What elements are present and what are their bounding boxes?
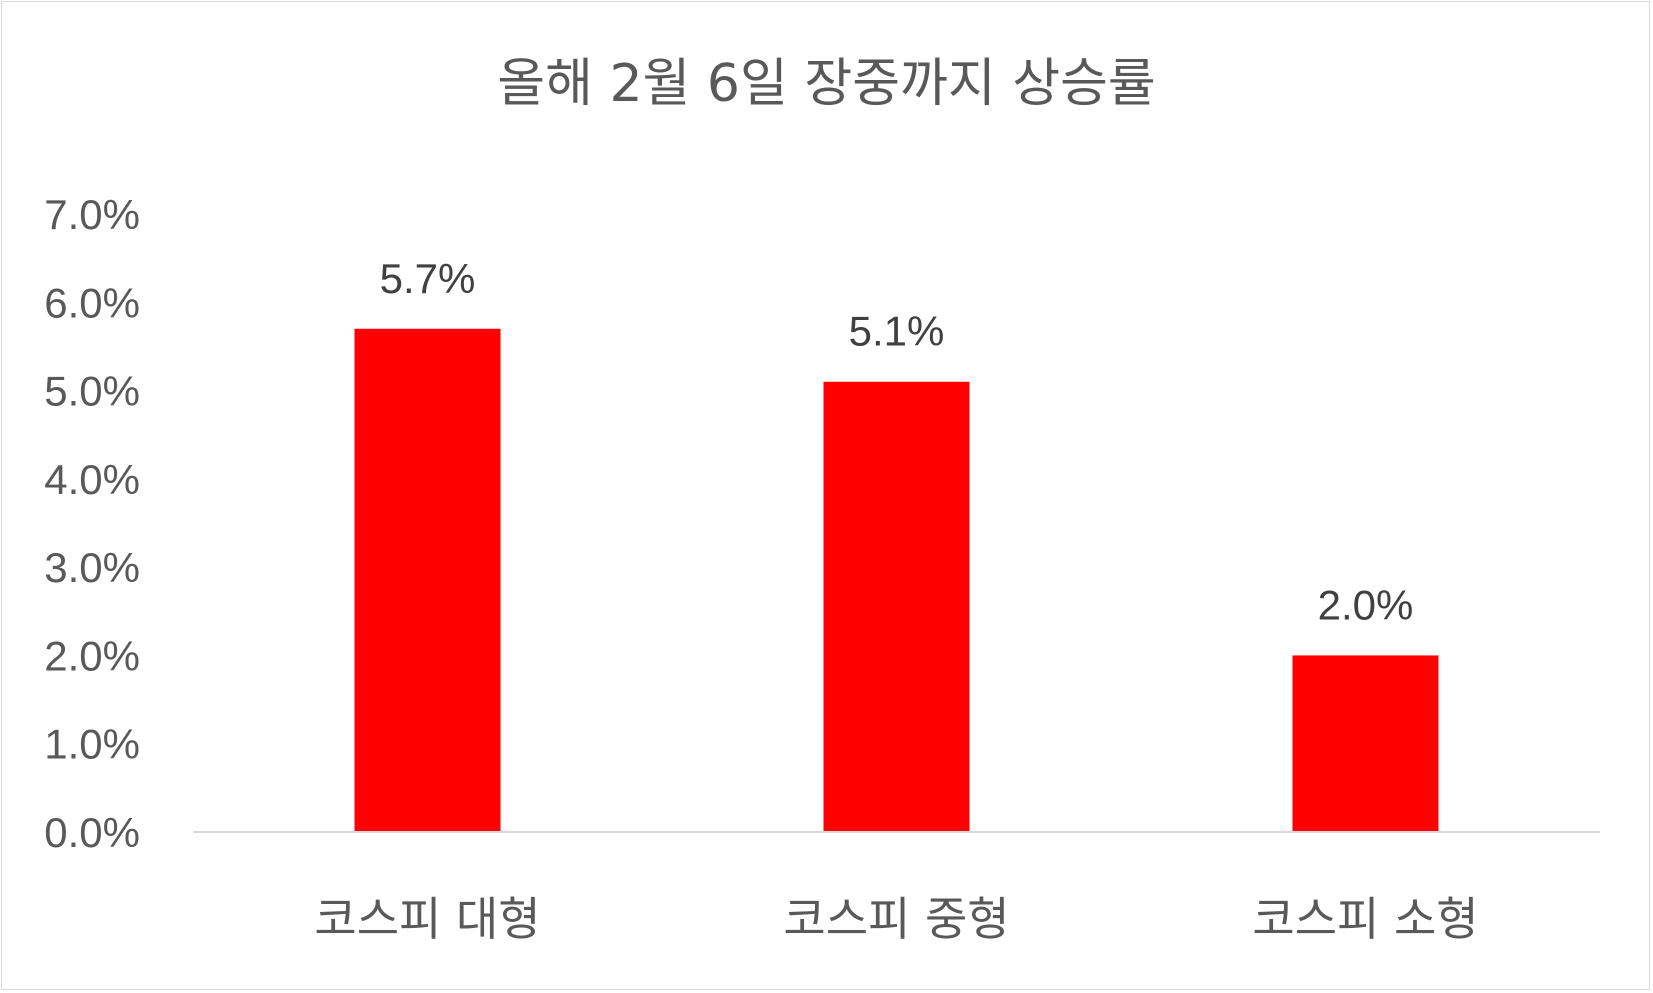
- data-labels: 5.7% 5.1% 2.0%: [380, 255, 1414, 629]
- data-label: 2.0%: [1318, 581, 1414, 628]
- category-label: 코스피 대형: [314, 892, 540, 946]
- y-tick-label: 0.0%: [44, 809, 140, 856]
- y-axis: 0.0% 1.0% 2.0% 3.0% 4.0% 5.0% 6.0% 7.0%: [44, 191, 140, 856]
- y-tick-label: 3.0%: [44, 544, 140, 591]
- bar: [823, 381, 970, 832]
- y-tick-label: 4.0%: [44, 456, 140, 503]
- y-tick-label: 2.0%: [44, 632, 140, 679]
- y-tick-label: 5.0%: [44, 368, 140, 415]
- category-label: 코스피 소형: [1252, 892, 1478, 946]
- data-label: 5.1%: [849, 308, 945, 355]
- bars: [354, 328, 1439, 832]
- chart-title: 올해 2월 6일 장중까지 상승률: [497, 54, 1156, 114]
- bar: [354, 328, 501, 832]
- bar: [1292, 655, 1439, 832]
- y-tick-label: 6.0%: [44, 279, 140, 326]
- y-tick-label: 1.0%: [44, 721, 140, 768]
- data-label: 5.7%: [380, 255, 476, 302]
- x-axis: 코스피 대형 코스피 중형 코스피 소형: [314, 892, 1478, 946]
- y-tick-label: 7.0%: [44, 191, 140, 238]
- category-label: 코스피 중형: [783, 892, 1009, 946]
